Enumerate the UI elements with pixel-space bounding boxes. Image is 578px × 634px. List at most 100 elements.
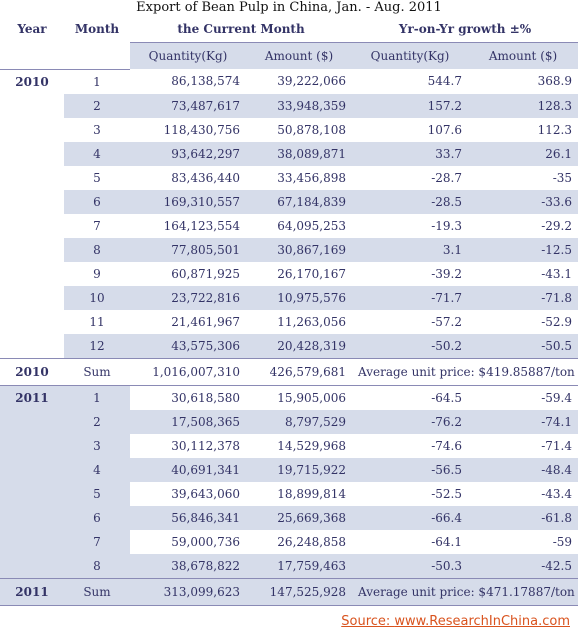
quantity-cell: 38,678,822 (130, 553, 246, 578)
amount-cell: 26,170,167 (277, 266, 347, 281)
amount-cell: 39,222,066 (277, 74, 347, 89)
table-row: 8 77,805,501 30,867,169 3.1 -12.5 (0, 237, 578, 262)
month-cell: 4 (64, 141, 130, 166)
quantity-cell: 17,508,365 (130, 409, 246, 434)
amount-growth-cell: 26.1 (468, 141, 578, 166)
year-cell (0, 334, 64, 359)
average-price-cell: Average unit price: $471.17887/ton (352, 577, 578, 606)
table-row: 6 56,846,341 25,669,368 -66.4 -61.8 (0, 505, 578, 530)
sum-quantity-cell: 1,016,007,310 (130, 357, 246, 386)
table-row: 6 169,310,557 67,184,839 -28.5 -33.6 (0, 189, 578, 214)
quantity-cell: 21,461,967 (171, 314, 240, 329)
quantity-growth-cell: 157.2 (352, 93, 469, 118)
amount-growth-cell: -61.8 (468, 505, 578, 530)
year-cell (0, 94, 64, 118)
year-cell (0, 409, 64, 434)
month-cell: 5 (64, 481, 130, 506)
amount-cell: 33,456,898 (277, 170, 347, 185)
year-cell (0, 529, 64, 554)
table-row: 5 39,643,060 18,899,814 -52.5 -43.4 (0, 481, 578, 506)
table-row: 3 30,112,378 14,529,968 -74.6 -71.4 (0, 433, 578, 458)
month-cell: 8 (64, 237, 130, 262)
amount-cell: 26,248,858 (277, 534, 347, 549)
quantity-growth-cell: -66.4 (352, 505, 469, 530)
year-cell (0, 166, 64, 190)
table-row: 2 73,487,617 33,948,359 157.2 128.3 (0, 93, 578, 118)
quantity-growth-cell: -28.7 (431, 170, 463, 185)
quantity-cell: 60,871,925 (171, 266, 240, 281)
amount-cell: 14,529,968 (277, 438, 347, 453)
table-row: 10 23,722,816 10,975,576 -71.7 -71.8 (0, 285, 578, 310)
quantity-growth-cell: -64.5 (431, 390, 463, 405)
quantity-cell: 40,691,341 (130, 457, 246, 482)
year-header: Year (0, 16, 64, 70)
year-cell (0, 142, 64, 166)
header-row-sub: Quantity(Kg) Amount ($) Quantity(Kg) Amo… (0, 42, 578, 69)
average-price-cell: Average unit price: $419.85887/ton (352, 357, 578, 386)
amount-cell: 10,975,576 (246, 285, 353, 310)
sum-row: 2011 Sum 313,099,623 147,525,928 Average uni… (0, 577, 578, 606)
month-cell: 1 (93, 74, 101, 89)
month-cell: 12 (64, 333, 130, 358)
table-row: 2 17,508,365 8,797,529 -76.2 -74.1 (0, 409, 578, 434)
amount-growth-cell: -42.5 (468, 553, 578, 578)
amount-growth-cell: 128.3 (468, 93, 578, 118)
yoy-header: Yr-on-Yr growth ±% (352, 16, 578, 43)
amount-cell: 25,669,368 (246, 505, 353, 530)
amount-growth-cell: -52.9 (541, 314, 573, 329)
year-cell (0, 481, 64, 506)
quantity-growth-cell: -76.2 (352, 409, 469, 434)
quantity-growth-cell: 107.6 (427, 122, 463, 137)
amount-growth-cell: 112.3 (537, 122, 573, 137)
year-cell (0, 457, 64, 482)
table-row: 4 40,691,341 19,715,922 -56.5 -48.4 (0, 457, 578, 482)
table-row: 5 83,436,440 33,456,898 -28.7 -35 (0, 166, 578, 190)
quantity-cell: 83,436,440 (171, 170, 240, 185)
quantity-cell: 118,430,756 (163, 122, 240, 137)
quantity-growth-cell: -64.1 (431, 534, 463, 549)
amount-growth-cell: -50.5 (468, 333, 578, 358)
source-link[interactable]: Source: www.ResearchInChina.com (341, 614, 570, 629)
year-cell (0, 238, 64, 262)
year-cell (0, 553, 64, 578)
quantity-growth-cell: 3.1 (352, 237, 469, 262)
table-row: 4 93,642,297 38,089,871 33.7 26.1 (0, 141, 578, 166)
quantity-header: Quantity(Kg) (130, 42, 246, 69)
current-month-header: the Current Month (130, 16, 353, 43)
source-url[interactable]: www.ResearchInChina.com (394, 614, 570, 629)
month-cell: 6 (64, 189, 130, 214)
amount-growth-cell: -71.8 (468, 285, 578, 310)
amount-cell: 15,905,006 (277, 390, 347, 405)
table-row: 12 43,575,306 20,428,319 -50.2 -50.5 (0, 333, 578, 359)
month-cell: 2 (64, 409, 130, 434)
month-cell: 4 (64, 457, 130, 482)
quantity-cell: 30,112,378 (171, 438, 240, 453)
quantity-growth-cell: -52.5 (431, 486, 463, 501)
quantity-growth-cell: -19.3 (431, 218, 463, 233)
amount-cell: 8,797,529 (246, 409, 353, 434)
amount-growth-cell: -12.5 (468, 237, 578, 262)
year-cell: 2010 (15, 74, 49, 89)
amount-cell: 20,428,319 (246, 333, 353, 358)
month-cell: 8 (64, 553, 130, 578)
quantity-growth-header: Quantity(Kg) (352, 42, 469, 69)
quantity-growth-cell: -57.2 (431, 314, 463, 329)
quantity-cell: 59,000,736 (171, 534, 240, 549)
month-cell: 5 (93, 170, 101, 185)
quantity-growth-cell: -50.2 (352, 333, 469, 358)
table-row: 7 164,123,554 64,095,253 -19.3 -29.2 (0, 214, 578, 238)
amount-cell: 18,899,814 (277, 486, 347, 501)
year-cell (0, 433, 64, 458)
sum-quantity-cell: 313,099,623 (130, 577, 246, 606)
quantity-cell: 164,123,554 (163, 218, 240, 233)
quantity-cell: 56,846,341 (130, 505, 246, 530)
table-row: 9 60,871,925 26,170,167 -39.2 -43.1 (0, 262, 578, 286)
month-cell: 1 (64, 385, 130, 410)
sum-amount-cell: 426,579,681 (246, 357, 353, 386)
month-header: Month (64, 16, 130, 70)
table-row: 11 21,461,967 11,263,056 -57.2 -52.9 (0, 310, 578, 334)
table-row: 2011 1 30,618,580 15,905,006 -64.5 -59.4 (0, 385, 578, 410)
amount-cell: 33,948,359 (246, 93, 353, 118)
sum-label-cell: Sum (64, 357, 130, 386)
quantity-cell: 30,618,580 (171, 390, 240, 405)
